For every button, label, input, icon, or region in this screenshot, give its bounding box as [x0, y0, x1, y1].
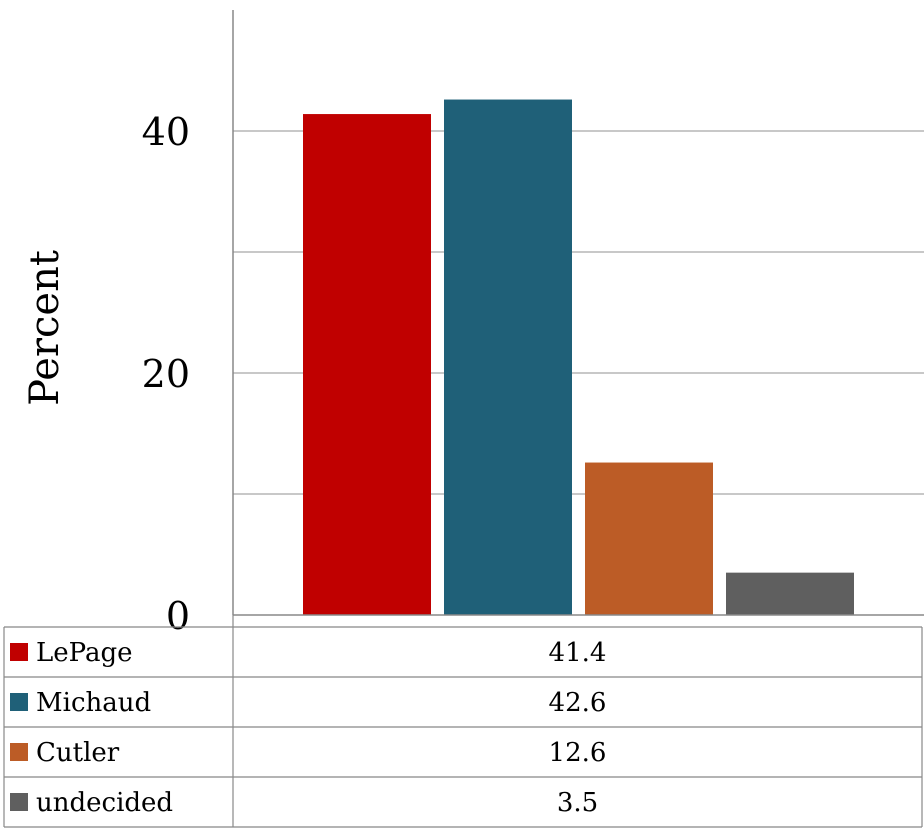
bar-cutler	[585, 463, 713, 615]
bar-undecided	[726, 573, 854, 615]
legend-swatch	[10, 643, 28, 661]
legend-swatch	[10, 693, 28, 711]
data-table: LePage 41.4 Michaud 42.6 Cutler 12.6 undecided…	[4, 615, 922, 827]
legend-swatch	[10, 793, 28, 811]
data-label: 3.5	[557, 788, 598, 818]
y-tick-label: 0	[166, 594, 190, 638]
bar-lepage	[303, 114, 431, 615]
legend-label: LePage	[36, 638, 133, 668]
data-label: 12.6	[549, 738, 607, 768]
legend-label: undecided	[36, 788, 173, 818]
y-tick-label: 40	[142, 110, 190, 154]
y-axis-label: Percent	[22, 250, 68, 406]
bar-michaud	[444, 100, 572, 615]
legend-label: Michaud	[36, 688, 151, 718]
data-label: 42.6	[549, 688, 607, 718]
y-axis-ticks: 0 20 40	[142, 110, 190, 638]
y-tick-label: 20	[142, 352, 190, 396]
legend-swatch	[10, 743, 28, 761]
bars	[303, 100, 854, 615]
legend-label: Cutler	[36, 738, 120, 768]
data-label: 41.4	[549, 638, 607, 668]
